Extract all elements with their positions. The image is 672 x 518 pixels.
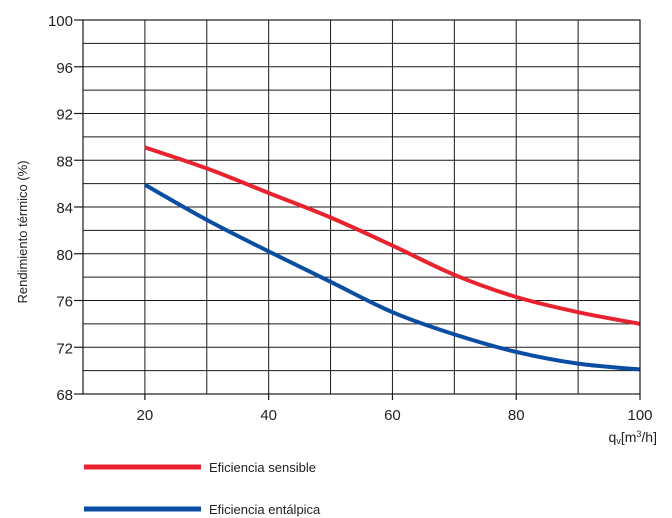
x-axis-label-main: q <box>609 429 617 445</box>
y-tick-label: 68 <box>56 387 73 404</box>
x-axis-label-unit-exponent: 3 <box>636 429 641 439</box>
tick-labels: 68 72 76 80 84 88 92 96 100 20 40 60 80 100 <box>48 13 653 424</box>
x-axis-label-subscript: v <box>616 436 621 446</box>
y-tick-label: 100 <box>48 13 73 30</box>
x-tick-label: 60 <box>384 407 401 424</box>
series-line-sensible <box>144 145 641 326</box>
x-axis-label-unit-prefix: [m <box>621 429 637 445</box>
x-axis-label: qv[m3/h] <box>609 429 657 446</box>
grid <box>83 20 640 394</box>
x-tick-label: 40 <box>260 407 277 424</box>
y-tick-label: 80 <box>56 247 73 264</box>
y-axis-label: Rendimiento térmico (%) <box>15 160 30 303</box>
y-tick-label: 92 <box>56 107 73 124</box>
x-tick-label: 20 <box>137 407 154 424</box>
series-lines <box>143 145 641 372</box>
y-tick-label: 84 <box>56 200 73 217</box>
y-tick-label: 88 <box>56 153 73 170</box>
legend: Eficiencia sensible Eficiencia entálpica <box>84 460 321 517</box>
x-tick-label: 100 <box>627 407 652 424</box>
legend-label-sensible: Eficiencia sensible <box>209 460 316 475</box>
y-tick-label: 76 <box>56 294 73 311</box>
axes <box>74 19 641 400</box>
series-line-entalpica <box>143 183 641 372</box>
y-tick-label: 72 <box>56 340 73 357</box>
x-tick-label: 80 <box>508 407 525 424</box>
y-tick-label: 96 <box>56 60 73 77</box>
legend-label-entalpica: Eficiencia entálpica <box>209 502 321 517</box>
x-axis-label-unit-suffix: /h] <box>641 429 657 445</box>
